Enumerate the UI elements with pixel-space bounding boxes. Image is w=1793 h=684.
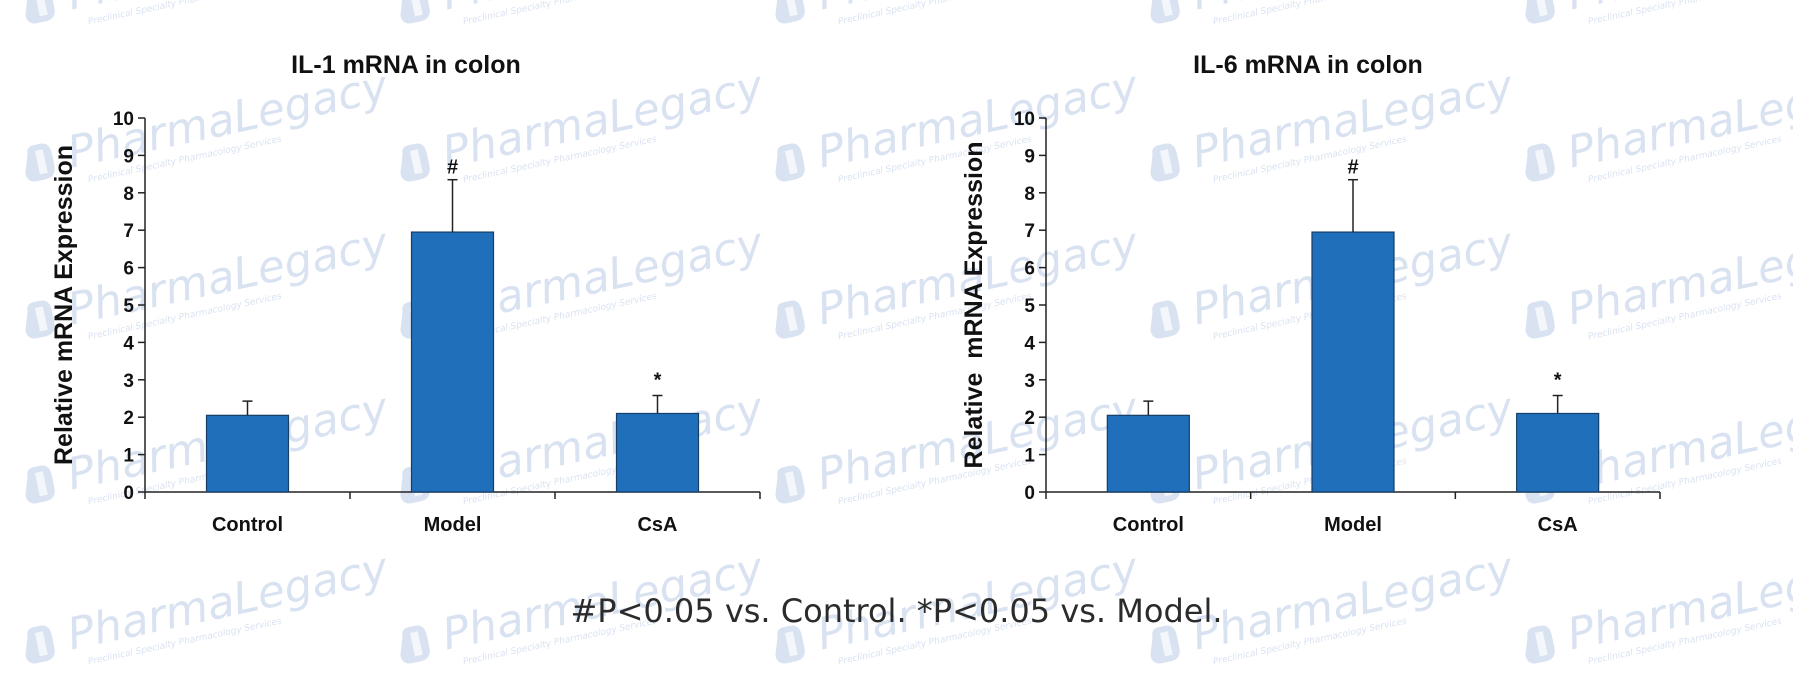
chart1-y-tick-label: 7 (1024, 221, 1035, 242)
chart1-y-axis-label: Relative mRNA Expression (960, 142, 988, 469)
chart0-y-tick-label: 9 (123, 146, 134, 167)
chart0-y-tick-label: 5 (123, 296, 134, 317)
pharmalegacy-logo-icon (775, 300, 805, 339)
chart1-title: IL-6 mRNA in colon (1193, 51, 1423, 79)
logo-mark-inner (34, 306, 48, 332)
pharmalegacy-logo-icon (25, 300, 55, 339)
chart1-y-tick-label: 6 (1024, 259, 1035, 280)
chart1-y-tick-label: 4 (1024, 333, 1035, 354)
pharmalegacy-logo-icon (25, 625, 55, 664)
significance-footnote: #P<0.05 vs. Control. *P<0.05 vs. Model. (570, 592, 1223, 630)
pharmalegacy-logo-icon (1150, 625, 1180, 664)
chart0-y-tick-label: 8 (123, 184, 134, 205)
pharmalegacy-logo-icon (1525, 143, 1555, 182)
logo-mark-inner (784, 149, 798, 175)
chart1-y-tick-label: 0 (1024, 483, 1035, 504)
chart1-y-tick-label: 8 (1024, 184, 1035, 205)
logo-mark-inner (1159, 0, 1173, 17)
pharmalegacy-logo-icon (1150, 300, 1180, 339)
logo-mark-inner (34, 631, 48, 657)
pharmalegacy-logo-icon (1150, 143, 1180, 182)
logo-mark-inner (1534, 631, 1548, 657)
chart1-y-tick-label: 10 (1014, 109, 1035, 130)
chart0-y-tick-label: 6 (123, 259, 134, 280)
pharmalegacy-logo-icon (400, 625, 430, 664)
pharmalegacy-logo-icon (775, 625, 805, 664)
chart0-x-tick-label: Control (212, 514, 283, 536)
chart0-y-tick-label: 7 (123, 221, 134, 242)
chart0-y-tick-label: 10 (113, 109, 134, 130)
chart0-x-tick-label: CsA (637, 514, 677, 536)
pharmalegacy-logo-icon (25, 143, 55, 182)
chart0-x-tick-label: Model (424, 514, 482, 536)
chart0-title: IL-1 mRNA in colon (291, 51, 521, 79)
chart1-y-tick-label: 3 (1024, 371, 1035, 392)
chart0-y-axis-label: Relative mRNA Expression (50, 145, 78, 465)
chart0-y-tick-label: 1 (123, 446, 134, 467)
logo-mark-inner (34, 0, 48, 17)
logo-mark-inner (409, 631, 423, 657)
logo-mark-inner (1534, 149, 1548, 175)
pharmalegacy-logo-icon (400, 143, 430, 182)
logo-mark-inner (409, 0, 423, 17)
chart0-y-tick-label: 2 (123, 408, 134, 429)
pharmalegacy-logo-icon (1525, 0, 1555, 24)
logo-mark-inner (34, 471, 48, 497)
pharmalegacy-logo-icon (25, 465, 55, 504)
chart1-y-tick-label: 1 (1024, 446, 1035, 467)
pharmalegacy-logo-icon (25, 0, 55, 24)
chart1-y-tick-label: 2 (1024, 408, 1035, 429)
pharmalegacy-logo-icon (775, 143, 805, 182)
pharmalegacy-logo-icon (775, 0, 805, 24)
chart0-bar-model (410, 231, 495, 493)
logo-mark-inner (1159, 306, 1173, 332)
chart1-bar-control (1106, 414, 1190, 493)
chart0-significance-marker: # (447, 157, 458, 179)
chart1-x-tick-label: CsA (1538, 514, 1578, 536)
logo-mark-inner (34, 149, 48, 175)
chart0-y-tick-label: 0 (123, 483, 134, 504)
chart0-y-tick-label: 4 (123, 333, 134, 354)
pharmalegacy-logo-icon (1525, 625, 1555, 664)
logo-mark-inner (784, 471, 798, 497)
logo-mark-inner (1159, 631, 1173, 657)
logo-mark-inner (784, 306, 798, 332)
logo-mark-inner (784, 0, 798, 17)
chart1-bar-csa (1516, 412, 1600, 493)
pharmalegacy-logo-icon (1525, 300, 1555, 339)
chart1-significance-marker: # (1347, 157, 1358, 179)
pharmalegacy-logo-icon (775, 465, 805, 504)
chart1-y-tick-label: 9 (1024, 146, 1035, 167)
logo-mark-inner (1534, 0, 1548, 17)
logo-mark-inner (409, 149, 423, 175)
chart1-bar-model (1311, 231, 1395, 493)
chart0-y-tick-label: 3 (123, 371, 134, 392)
chart1-significance-marker: * (1554, 370, 1562, 392)
chart0-bar-control (205, 414, 290, 493)
chart1-y-tick-label: 5 (1024, 296, 1035, 317)
logo-mark-inner (784, 631, 798, 657)
logo-mark-inner (1534, 306, 1548, 332)
logo-mark-inner (1159, 149, 1173, 175)
pharmalegacy-logo-icon (400, 0, 430, 24)
chart0-significance-marker: * (654, 370, 662, 392)
pharmalegacy-logo-icon (1150, 0, 1180, 24)
chart1-x-tick-label: Control (1113, 514, 1184, 536)
chart1-x-tick-label: Model (1324, 514, 1382, 536)
